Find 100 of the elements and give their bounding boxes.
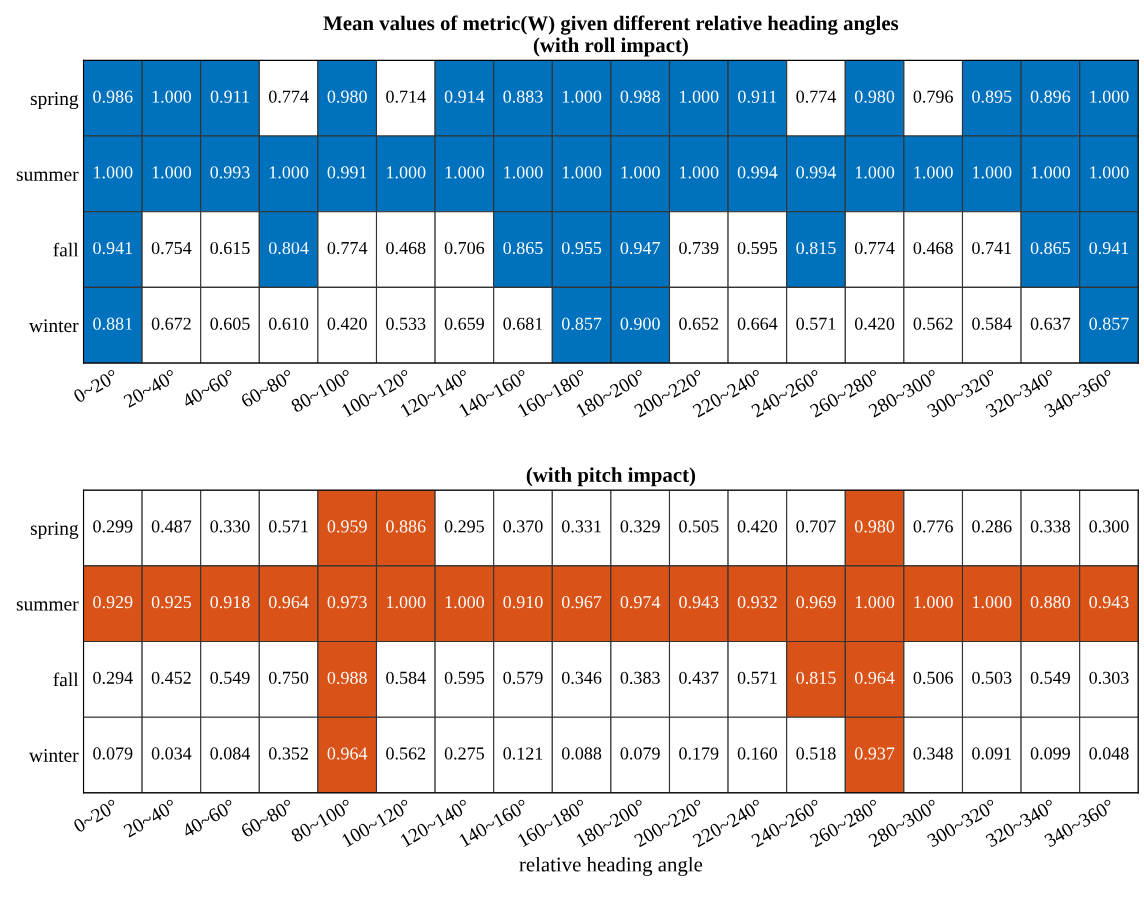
data-label: 0.506: [913, 671, 953, 684]
data-label: 0.988: [620, 90, 660, 103]
data-label: 0.988: [327, 671, 367, 684]
data-label: 0.579: [503, 671, 543, 684]
data-label: 0.091: [972, 747, 1012, 760]
data-label: 0.964: [268, 596, 309, 609]
data-label: 1.000: [152, 90, 192, 103]
data-label: 0.681: [503, 317, 543, 330]
data-label: 0.338: [1030, 520, 1071, 533]
data-label: 0.610: [268, 317, 309, 330]
data-label: 0.941: [1089, 241, 1129, 255]
data-label: 1.000: [914, 166, 953, 179]
data-label: 0.754: [151, 241, 192, 255]
data-label: 0.299: [93, 520, 133, 533]
data-label: 0.420: [854, 317, 895, 330]
data-label: 0.980: [854, 520, 895, 533]
data-label: 1.000: [1090, 166, 1129, 179]
data-label: 0.980: [854, 90, 895, 103]
data-label: 0.914: [444, 90, 485, 103]
data-label: 0.420: [737, 520, 778, 533]
data-label: 1.000: [1031, 166, 1071, 179]
data-label: 1.000: [445, 596, 485, 609]
data-label: 0.865: [503, 241, 543, 255]
data-label: 0.881: [93, 317, 133, 330]
data-label: 0.955: [561, 241, 602, 255]
chart-title: Mean values of metric(W) given different relative heading angles: [323, 15, 899, 35]
data-label: 0.941: [93, 241, 133, 255]
data-label: 0.883: [503, 90, 543, 103]
data-label: 0.896: [1030, 90, 1071, 103]
chart-title: (with pitch impact): [526, 467, 696, 487]
chart-subtitle: (with roll impact): [533, 37, 688, 57]
data-label: 0.505: [679, 520, 719, 533]
data-label: 0.706: [444, 241, 485, 255]
data-label: 0.664: [737, 317, 778, 330]
data-label: 0.584: [386, 671, 426, 684]
data-label: 0.518: [796, 747, 836, 760]
data-label: 0.774: [854, 241, 895, 255]
x-axis-title: relative heading angle: [519, 856, 703, 876]
y-tick-label: winter: [28, 319, 79, 333]
data-label: 0.911: [738, 90, 777, 103]
data-label: 0.774: [796, 90, 837, 103]
data-label: 0.991: [327, 166, 367, 179]
data-label: 0.084: [210, 747, 251, 760]
data-label: 0.857: [1089, 317, 1129, 330]
data-label: 0.179: [679, 747, 719, 760]
data-label: 0.741: [972, 241, 1012, 255]
data-label: 0.993: [210, 166, 250, 179]
data-label: 1.000: [914, 596, 953, 609]
data-label: 0.595: [737, 241, 777, 255]
data-label: 0.329: [620, 520, 660, 533]
data-label: 0.652: [679, 317, 719, 330]
y-tick-label: fall: [53, 242, 79, 257]
data-label: 0.959: [327, 520, 367, 533]
data-label: 0.994: [737, 166, 778, 179]
data-label: 1.000: [855, 596, 895, 609]
data-label: 0.079: [93, 747, 133, 760]
data-label: 0.964: [327, 747, 368, 760]
y-tick-label: spring: [30, 521, 79, 539]
data-label: 1.000: [94, 166, 133, 179]
data-label: 0.286: [972, 520, 1012, 533]
data-label: 0.437: [679, 671, 719, 684]
data-label: 0.918: [210, 596, 250, 609]
data-label: 1.000: [152, 166, 192, 179]
data-label: 0.750: [268, 671, 309, 684]
data-label: 0.088: [561, 747, 602, 760]
data-label: 0.487: [151, 520, 192, 533]
data-label: 0.672: [151, 317, 191, 330]
data-label: 0.615: [210, 241, 250, 255]
data-label: 0.295: [444, 520, 485, 533]
data-label: 0.584: [972, 317, 1012, 330]
data-label: 1.000: [387, 166, 426, 179]
data-label: 0.330: [210, 520, 250, 533]
data-label: 1.000: [621, 166, 660, 179]
data-label: 1.000: [562, 90, 602, 103]
data-label: 0.943: [1089, 596, 1129, 609]
data-label: 0.562: [386, 747, 426, 760]
data-label: 0.774: [327, 241, 368, 255]
data-label: 0.774: [268, 90, 309, 103]
data-label: 0.300: [1089, 520, 1129, 533]
data-label: 0.452: [151, 671, 191, 684]
data-label: 0.707: [796, 520, 836, 533]
data-label: 0.303: [1089, 671, 1129, 684]
data-label: 1.000: [680, 90, 719, 103]
data-label: 1.000: [269, 166, 309, 179]
data-label: 1.000: [504, 166, 543, 179]
data-label: 0.468: [386, 241, 426, 255]
data-label: 0.595: [444, 671, 485, 684]
data-label: 0.275: [444, 747, 485, 760]
data-label: 0.932: [737, 596, 777, 609]
data-label: 0.900: [620, 317, 660, 330]
data-label: 0.099: [1030, 747, 1070, 760]
data-label: 0.815: [796, 241, 836, 255]
data-label: 0.571: [268, 520, 308, 533]
data-label: 0.910: [503, 596, 543, 609]
y-tick-label: winter: [28, 748, 79, 762]
data-label: 0.294: [93, 671, 133, 684]
data-label: 1.000: [973, 166, 1012, 179]
data-label: 0.079: [620, 747, 660, 760]
data-label: 0.571: [737, 671, 777, 684]
data-label: 0.943: [679, 596, 719, 609]
